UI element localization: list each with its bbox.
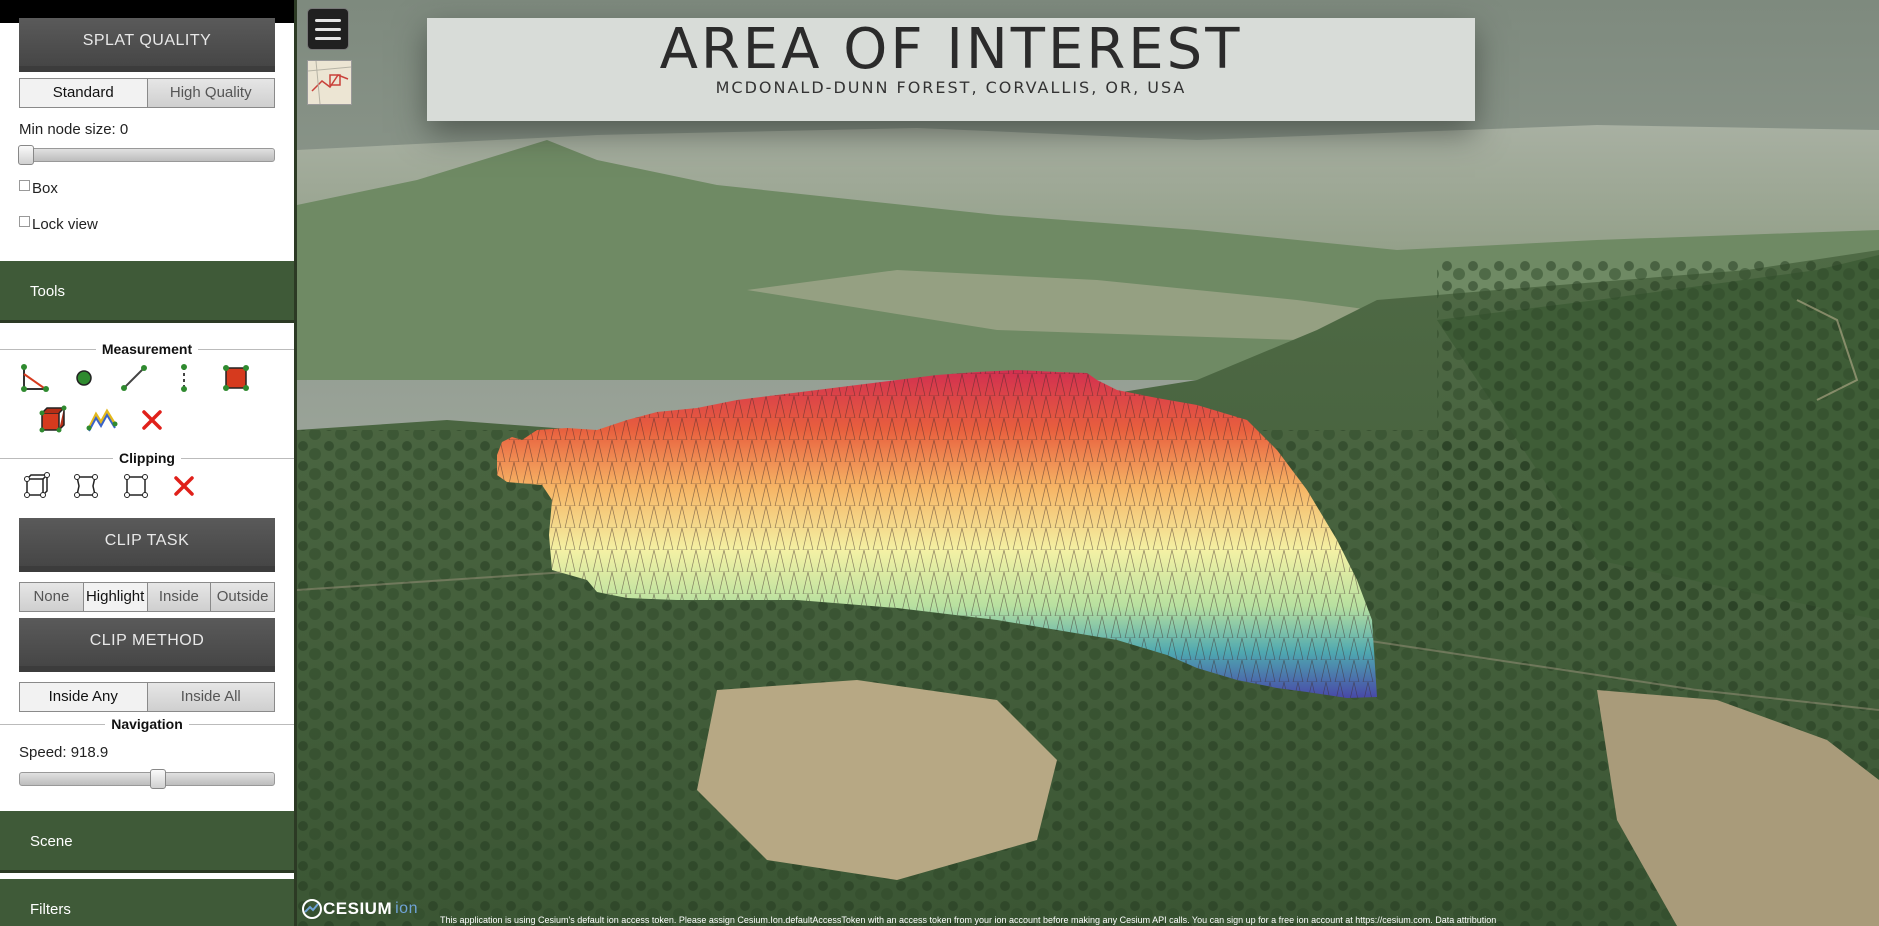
menu-bar (315, 36, 341, 40)
splat-standard-option[interactable]: Standard (20, 79, 148, 107)
speed-label: Speed: 918.9 (19, 744, 109, 761)
clip-method-toggle: Inside Any Inside All (19, 682, 275, 712)
clip-task-outside[interactable]: Outside (211, 583, 274, 611)
speed-slider-thumb[interactable] (149, 769, 166, 789)
terrain-scene[interactable] (297, 0, 1879, 926)
clip-method-inside-all[interactable]: Inside All (147, 683, 274, 711)
splat-high-quality-option[interactable]: High Quality (147, 79, 274, 107)
sidebar-menu-button[interactable] (307, 8, 349, 50)
clip-screen-box-icon[interactable] (120, 470, 152, 502)
angle-tool-icon[interactable] (18, 362, 50, 394)
cesium-credit-text[interactable]: This application is using Cesium's defau… (440, 915, 1497, 925)
area-tool-icon[interactable] (220, 362, 252, 394)
min-node-size-slider[interactable] (18, 145, 275, 165)
navigation-group-title: Navigation (0, 716, 294, 732)
point-tool-icon[interactable] (68, 362, 100, 394)
clip-task-none[interactable]: None (20, 583, 84, 611)
lock-view-option[interactable]: Lock view (19, 216, 98, 233)
splat-quality-toggle: Standard High Quality (19, 78, 275, 108)
height-profile-tool-icon[interactable] (86, 404, 118, 436)
banner-subtitle: MCDONALD-DUNN FOREST, CORVALLIS, OR, USA (715, 78, 1187, 97)
box-checkbox[interactable] (19, 180, 30, 191)
clip-polygon-icon[interactable] (70, 470, 102, 502)
remove-clipping-icon[interactable] (168, 470, 200, 502)
speed-slider[interactable] (19, 769, 275, 789)
cesium-logo-text: CESIUM (323, 899, 393, 918)
cesium-ion-logo[interactable]: CESIUM ion (301, 898, 418, 920)
scene-accordion[interactable]: Scene (0, 811, 294, 873)
min-node-size-thumb[interactable] (18, 145, 34, 165)
clip-method-inside-any[interactable]: Inside Any (20, 683, 148, 711)
measurement-group-title: Measurement (0, 341, 294, 357)
area-of-interest-banner: AREA OF INTEREST MCDONALD-DUNN FOREST, C… (427, 18, 1475, 121)
banner-title: AREA OF INTEREST (659, 17, 1243, 82)
cesium-logo-suffix: ion (395, 900, 418, 917)
tools-accordion[interactable]: Tools (0, 261, 294, 323)
clip-task-header: CLIP TASK (19, 518, 275, 572)
distance-tool-icon[interactable] (118, 362, 150, 394)
map-toggle-icon[interactable] (307, 60, 352, 105)
clip-task-inside[interactable]: Inside (147, 583, 212, 611)
cesium-logo-icon (302, 899, 322, 919)
splat-quality-header: SPLAT QUALITY (19, 18, 275, 72)
clip-task-toggle: None Highlight Inside Outside (19, 582, 275, 612)
menu-bar (315, 27, 341, 31)
box-label: Box (32, 180, 58, 197)
sidebar: SPLAT QUALITY Standard High Quality Min … (0, 0, 297, 926)
clipping-group-title: Clipping (0, 450, 294, 466)
clip-volume-icon[interactable] (20, 470, 52, 502)
volume-tool-icon[interactable] (36, 404, 68, 436)
clip-method-header: CLIP METHOD (19, 618, 275, 672)
min-node-size-label: Min node size: 0 (19, 121, 129, 138)
box-option[interactable]: Box (19, 180, 58, 197)
clip-task-highlight[interactable]: Highlight (83, 583, 148, 611)
lock-view-label: Lock view (32, 216, 98, 233)
3d-viewer[interactable]: AREA OF INTEREST MCDONALD-DUNN FOREST, C… (297, 0, 1879, 926)
height-tool-icon[interactable] (168, 362, 200, 394)
lock-view-checkbox[interactable] (19, 216, 30, 227)
sidebar-top-bar (0, 0, 294, 23)
filters-accordion[interactable]: Filters (0, 879, 294, 926)
menu-bar (315, 18, 341, 22)
remove-measurements-icon[interactable] (136, 404, 168, 436)
